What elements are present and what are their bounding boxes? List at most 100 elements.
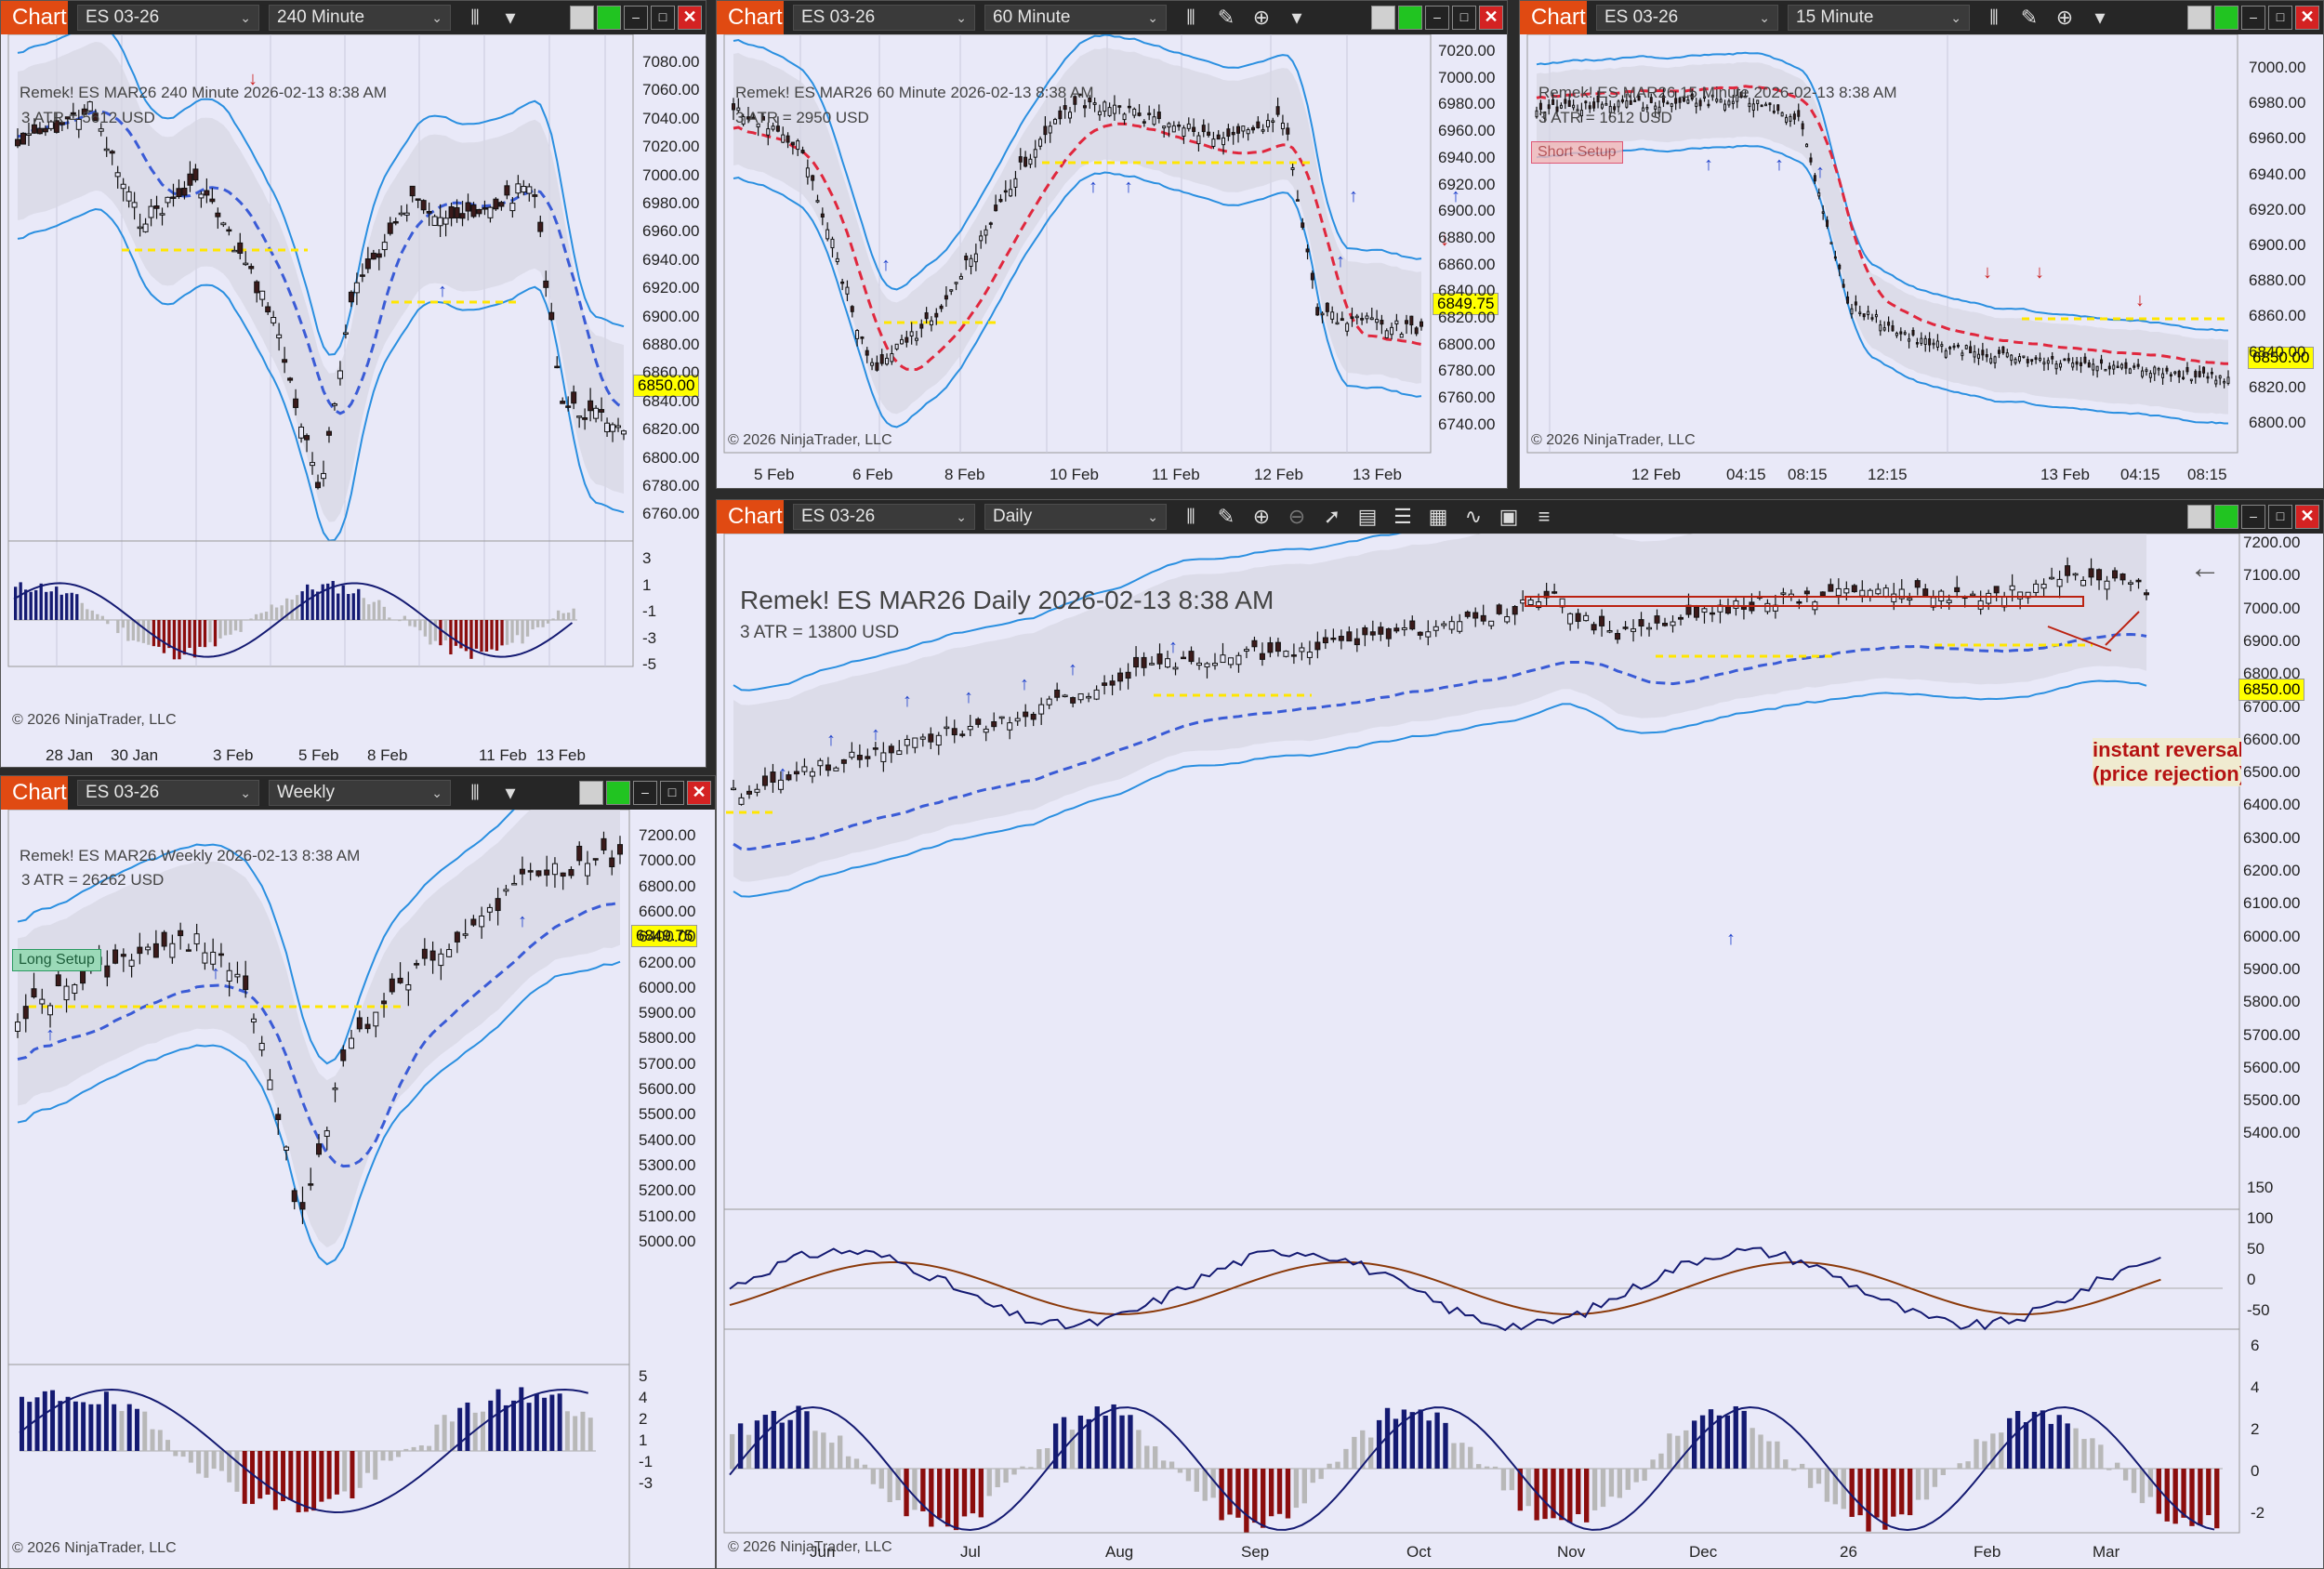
- histogram-bar: [1758, 1434, 1763, 1469]
- back-arrow-icon[interactable]: ←: [2189, 550, 2221, 586]
- candle-body: [1993, 586, 2000, 594]
- chevron-down-icon[interactable]: ▾: [2094, 6, 2106, 29]
- chart-tab[interactable]: Chart: [717, 500, 784, 534]
- candle-body: [1092, 102, 1097, 105]
- histogram-bar: [1268, 1469, 1274, 1517]
- candle-body: [1600, 103, 1604, 109]
- lower-band: [1536, 144, 2229, 425]
- close-button[interactable]: ✕: [678, 6, 702, 30]
- minimize-button[interactable]: –: [624, 6, 648, 30]
- minimize-button[interactable]: –: [1425, 6, 1449, 30]
- candle-body: [1846, 297, 1850, 304]
- restore-color-button[interactable]: [2187, 6, 2212, 30]
- bar-type-icon[interactable]: ⫴: [1186, 6, 1195, 29]
- list-icon[interactable]: ≡: [1538, 505, 1551, 528]
- link-button[interactable]: [606, 781, 630, 805]
- instrument-selector[interactable]: ES 03-26 ⌄: [77, 780, 259, 806]
- pencil-icon[interactable]: ✎: [2020, 6, 2039, 29]
- candle-body: [1645, 107, 1649, 110]
- interval-selector[interactable]: 15 Minute ⌄: [1788, 5, 1970, 31]
- maximize-button[interactable]: □: [651, 6, 675, 30]
- indicators-icon[interactable]: ▦: [1428, 505, 1448, 528]
- interval-selector[interactable]: 60 Minute ⌄: [984, 5, 1167, 31]
- histogram-bar: [2014, 1410, 2021, 1469]
- chevron-down-icon[interactable]: ▾: [1291, 6, 1302, 29]
- chevron-down-icon: ⌄: [1147, 509, 1158, 524]
- instrument-selector[interactable]: ES 03-26 ⌄: [793, 5, 975, 31]
- bar-type-icon[interactable]: ⫴: [470, 6, 480, 29]
- close-button[interactable]: ✕: [1479, 6, 1503, 30]
- chevron-down-icon: ⌄: [431, 785, 442, 800]
- link-button[interactable]: [2214, 6, 2238, 30]
- chart-tab[interactable]: Chart: [717, 1, 784, 34]
- restore-color-button[interactable]: [2187, 505, 2212, 529]
- close-button[interactable]: ✕: [2295, 6, 2319, 30]
- close-button[interactable]: ✕: [687, 781, 711, 805]
- properties-icon[interactable]: ☰: [1393, 505, 1412, 528]
- interval-selector[interactable]: Weekly ⌄: [269, 780, 451, 806]
- pencil-icon[interactable]: ✎: [1217, 6, 1235, 29]
- restore-color-button[interactable]: [1371, 6, 1395, 30]
- candle-body: [1899, 331, 1903, 335]
- chart-tab[interactable]: Chart: [1, 776, 68, 810]
- price-plot[interactable]: ↑ ↑ ↑ ↑ ↑ ↑ ↓ Remek! ES MAR26 60 Minute 2026-0…: [717, 34, 1507, 488]
- minimize-button[interactable]: –: [2241, 6, 2265, 30]
- minimize-button[interactable]: –: [633, 781, 657, 805]
- link-button[interactable]: [2214, 505, 2238, 529]
- chart-tab[interactable]: Chart: [1520, 1, 1587, 34]
- close-button[interactable]: ✕: [2295, 505, 2319, 529]
- bar-type-icon[interactable]: ⫴: [1989, 6, 1999, 29]
- instrument-selector[interactable]: ES 03-26 ⌄: [793, 504, 975, 530]
- moving-average: [17, 901, 621, 1168]
- price-plot[interactable]: ↑ ↑ ↑ Remek! ES MAR26 Weekly 2026-02-13 8:…: [1, 810, 715, 1568]
- templates-icon[interactable]: ▣: [1499, 505, 1519, 528]
- maximize-button[interactable]: □: [2268, 6, 2292, 30]
- link-button[interactable]: [597, 6, 621, 30]
- maximize-button[interactable]: □: [660, 781, 684, 805]
- candle-body: [1192, 126, 1196, 132]
- interval-selector[interactable]: Daily ⌄: [984, 504, 1167, 530]
- candle-body: [2136, 363, 2140, 367]
- candle-body: [1259, 653, 1265, 660]
- instrument-selector[interactable]: ES 03-26 ⌄: [1596, 5, 1778, 31]
- restore-color-button[interactable]: [570, 6, 594, 30]
- candle-body: [1969, 346, 1973, 354]
- price-plot[interactable]: ↓ ↑ Remek! ES MAR26 240 Minute 2026-02-13…: [1, 34, 706, 767]
- histogram-bar: [561, 613, 565, 620]
- zoom-out-icon[interactable]: ⊖: [1287, 505, 1306, 528]
- candle-body: [153, 205, 160, 209]
- histogram-bar: [27, 1402, 33, 1451]
- restore-color-button[interactable]: [579, 781, 603, 805]
- strategy-icon[interactable]: ∿: [1464, 505, 1483, 528]
- zoom-icon[interactable]: ⊕: [2055, 6, 2074, 29]
- chevron-down-icon[interactable]: ▾: [505, 6, 516, 29]
- data-box-icon[interactable]: ▤: [1357, 505, 1378, 528]
- price-plot[interactable]: ↑ ↑ ↑ ↓ ↓ ↓ Remek! ES MAR26 15 Minute 2026-02…: [1520, 34, 2323, 488]
- link-button[interactable]: [1398, 6, 1422, 30]
- pencil-icon[interactable]: ✎: [1217, 505, 1235, 528]
- zoom-icon[interactable]: ⊕: [1252, 6, 1271, 29]
- bar-type-icon[interactable]: ⫴: [1186, 505, 1195, 528]
- bar-type-icon[interactable]: ⫴: [470, 781, 480, 804]
- histogram-bar: [19, 582, 22, 620]
- maximize-button[interactable]: □: [2268, 505, 2292, 529]
- price-tick: 5500.00: [639, 1105, 696, 1124]
- chevron-down-icon[interactable]: ▾: [505, 781, 516, 804]
- price-tick: 6400.00: [2243, 796, 2301, 814]
- candle-body: [1891, 325, 1895, 332]
- candle-body: [1280, 122, 1285, 129]
- candle-body: [998, 716, 1005, 719]
- interval-selector[interactable]: 240 Minute ⌄: [269, 5, 451, 31]
- candle-body: [1014, 718, 1021, 722]
- candle-body: [243, 975, 249, 991]
- minimize-button[interactable]: –: [2241, 505, 2265, 529]
- candle-body: [31, 124, 37, 134]
- candle-body: [209, 198, 216, 203]
- candle-body: [387, 222, 393, 234]
- price-plot[interactable]: ↑ ↑ ↑ ↑ ↑ ↑ ↑ ↑ ↑ Remek! ES MAR26 Daily 2026-02-…: [717, 534, 2323, 1568]
- instrument-selector[interactable]: ES 03-26 ⌄: [77, 5, 259, 31]
- zoom-in-icon[interactable]: ⊕: [1252, 505, 1271, 528]
- pointer-icon[interactable]: ➚: [1323, 505, 1341, 528]
- chart-tab[interactable]: Chart: [1, 1, 68, 34]
- maximize-button[interactable]: □: [1452, 6, 1476, 30]
